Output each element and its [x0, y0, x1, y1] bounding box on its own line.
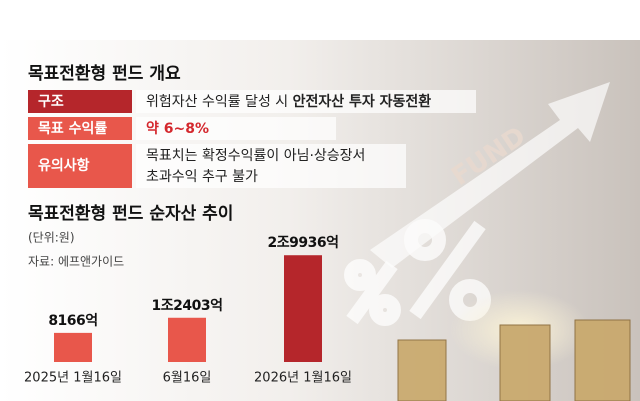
- row-value-part: 위험자산 수익률 달성 시: [146, 94, 293, 110]
- label-cell: [28, 144, 132, 188]
- top-margin: [0, 0, 640, 40]
- value-cell: [136, 144, 406, 188]
- overview-title: 목표전환형 펀드 개요: [28, 63, 181, 84]
- label-cell: [28, 90, 132, 113]
- row-value: 위험자산 수익률 달성 시 안전자산 투자 자동전환: [146, 93, 431, 110]
- row-value-bold: 안전자산 투자 자동전환: [293, 93, 432, 110]
- row-label: 목표 수익률: [38, 120, 107, 137]
- unit: (단위:원): [28, 231, 75, 245]
- bar: [54, 332, 92, 362]
- value-label: 8166억: [48, 313, 97, 329]
- x-tick-label: 2026년 1월16일: [254, 371, 352, 386]
- source: 자료: 에프앤가이드: [28, 255, 124, 269]
- row-label: 유의사항: [38, 157, 90, 174]
- row-value: 목표치는 확정수익률이 아님·상승장서: [146, 148, 365, 164]
- bar: [284, 255, 322, 362]
- row-value: 초과수익 추구 불가: [146, 169, 258, 185]
- value-label: 1조2403억: [152, 298, 223, 314]
- row-label: 구조: [38, 94, 64, 110]
- x-tick-label: 6월16일: [163, 371, 212, 386]
- overview: 목표전환형 펀드 개요 구조 위험자산 수익률 달성 시 안전자산 투자 자동전…: [28, 63, 476, 188]
- row-value: 약 6~8%: [146, 120, 209, 137]
- chart-title: 목표전환형 펀드 순자산 추이: [28, 203, 233, 224]
- x-tick-label: 2025년 1월16일: [24, 371, 122, 386]
- value-cell: [136, 90, 476, 113]
- value-label: 2조9936억: [268, 235, 339, 251]
- bar: [168, 317, 206, 362]
- label-cell: [28, 117, 132, 140]
- value-cell: [136, 117, 336, 140]
- chart: 목표전환형 펀드 순자산 추이 (단위:원) 자료: 에프앤가이드 8166억 2…: [24, 203, 352, 386]
